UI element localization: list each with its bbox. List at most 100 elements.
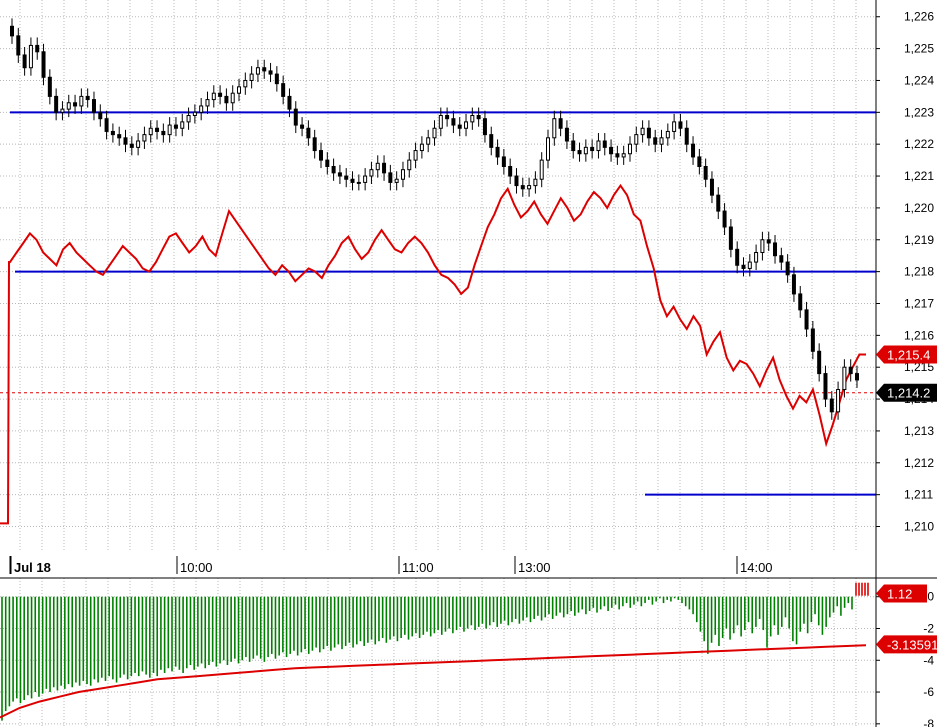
- candle-body: [218, 92, 223, 97]
- candle-body: [306, 127, 311, 139]
- x-tick-label: 14:00: [740, 560, 773, 575]
- candle-body: [142, 134, 147, 142]
- x-tick-label: 10:00: [180, 560, 213, 575]
- candle-body: [829, 398, 834, 413]
- candle-body: [369, 169, 374, 177]
- osc-tick-label: -6: [923, 685, 934, 699]
- candle-body: [804, 309, 809, 330]
- candle-body: [546, 137, 551, 161]
- badge-signal-value-bg: [876, 635, 937, 654]
- candle-body: [211, 92, 216, 101]
- price-axis-ticks: 1,2101,2111,2121,2131,2141,2151,2161,217…: [876, 10, 934, 534]
- candle-body: [47, 76, 52, 97]
- x-tick-label: 11:00: [402, 560, 434, 575]
- candle-body: [85, 95, 90, 101]
- candle-body: [583, 146, 588, 155]
- price-tick-label: 1,210: [904, 520, 934, 534]
- candle-body: [363, 175, 368, 183]
- candle-body: [167, 124, 172, 136]
- badge-osc-value-bg: [876, 584, 927, 603]
- oscillator-axis-ticks: 0 -2 -4 -6 -8: [876, 590, 934, 727]
- candle-body: [520, 185, 525, 190]
- candle-body: [476, 115, 481, 120]
- candle-body: [627, 143, 632, 155]
- candle-body: [375, 162, 380, 171]
- candle-body: [489, 134, 494, 148]
- candle-body: [798, 293, 803, 311]
- badge-last-overlay-label: 1,215.4: [887, 347, 930, 362]
- candle-body: [577, 150, 582, 155]
- price-tick-label: 1,215: [904, 360, 934, 374]
- candle-body: [287, 95, 292, 110]
- price-tick-label: 1,219: [904, 233, 934, 247]
- candle-body: [79, 95, 84, 107]
- candle-body: [558, 118, 563, 129]
- candle-body: [709, 178, 714, 196]
- candle-body: [129, 143, 134, 148]
- candle-body: [646, 127, 651, 139]
- candle-body: [230, 92, 235, 104]
- price-tick-label: 1,221: [904, 169, 934, 183]
- candle-body: [432, 127, 437, 139]
- candle-body: [722, 210, 727, 228]
- price-tick-label: 1,211: [904, 488, 933, 502]
- candle-body: [438, 115, 443, 129]
- oscillator-signal-line: [0, 644, 867, 719]
- candle-body: [552, 118, 557, 139]
- candle-body: [514, 175, 519, 187]
- candle-body: [728, 226, 733, 250]
- candle-body: [274, 73, 279, 85]
- candle-body: [823, 373, 828, 400]
- candle-body: [35, 44, 40, 53]
- candle-body: [691, 143, 696, 158]
- candle-body: [482, 118, 487, 136]
- candle-body: [148, 127, 153, 136]
- candle-body: [268, 70, 273, 75]
- candle-body: [791, 274, 796, 295]
- candle-body: [766, 239, 771, 244]
- badge-last-overlay-bg: [876, 345, 937, 364]
- candle-body: [419, 143, 424, 152]
- candle-body: [653, 137, 658, 145]
- price-tick-label: 1,226: [904, 10, 934, 24]
- x-tick-label: Jul 18: [14, 560, 51, 575]
- candle-body: [318, 150, 323, 161]
- candle-body: [539, 159, 544, 180]
- candle-body: [848, 366, 853, 375]
- candle-body: [325, 159, 330, 167]
- candle-body: [678, 121, 683, 129]
- candle-body: [136, 140, 141, 148]
- candle-body: [60, 108, 65, 113]
- candle-body: [508, 165, 513, 177]
- badge-last-price-bg: [876, 383, 937, 402]
- candle-body: [180, 121, 185, 129]
- price-tick-label: 1,216: [904, 328, 934, 342]
- candle-body: [224, 95, 229, 104]
- candle-body: [205, 99, 210, 107]
- badge-last-price-label: 1,214.2: [887, 386, 930, 401]
- candle-body: [615, 153, 620, 158]
- candle-body: [161, 130, 166, 136]
- candle-body: [817, 350, 822, 375]
- candle-body: [716, 194, 721, 212]
- candle-body: [293, 108, 298, 126]
- badge-signal-value-label: -3.13591: [887, 637, 937, 652]
- candle-body: [533, 178, 538, 187]
- candle-body: [98, 111, 103, 120]
- candle-body: [501, 156, 506, 167]
- candle-body: [470, 115, 475, 123]
- candle-body: [110, 130, 115, 136]
- candle-body: [445, 115, 450, 120]
- candle-body: [104, 118, 109, 132]
- candle-body: [836, 389, 841, 413]
- candle-body: [609, 146, 614, 155]
- price-tick-label: 1,222: [904, 137, 934, 151]
- candle-body: [394, 178, 399, 183]
- candle-body: [388, 172, 393, 183]
- candle-body: [41, 51, 46, 78]
- support-lines: [10, 111, 876, 496]
- candle-body: [495, 146, 500, 158]
- candle-body: [255, 67, 260, 75]
- candle-body: [123, 137, 128, 145]
